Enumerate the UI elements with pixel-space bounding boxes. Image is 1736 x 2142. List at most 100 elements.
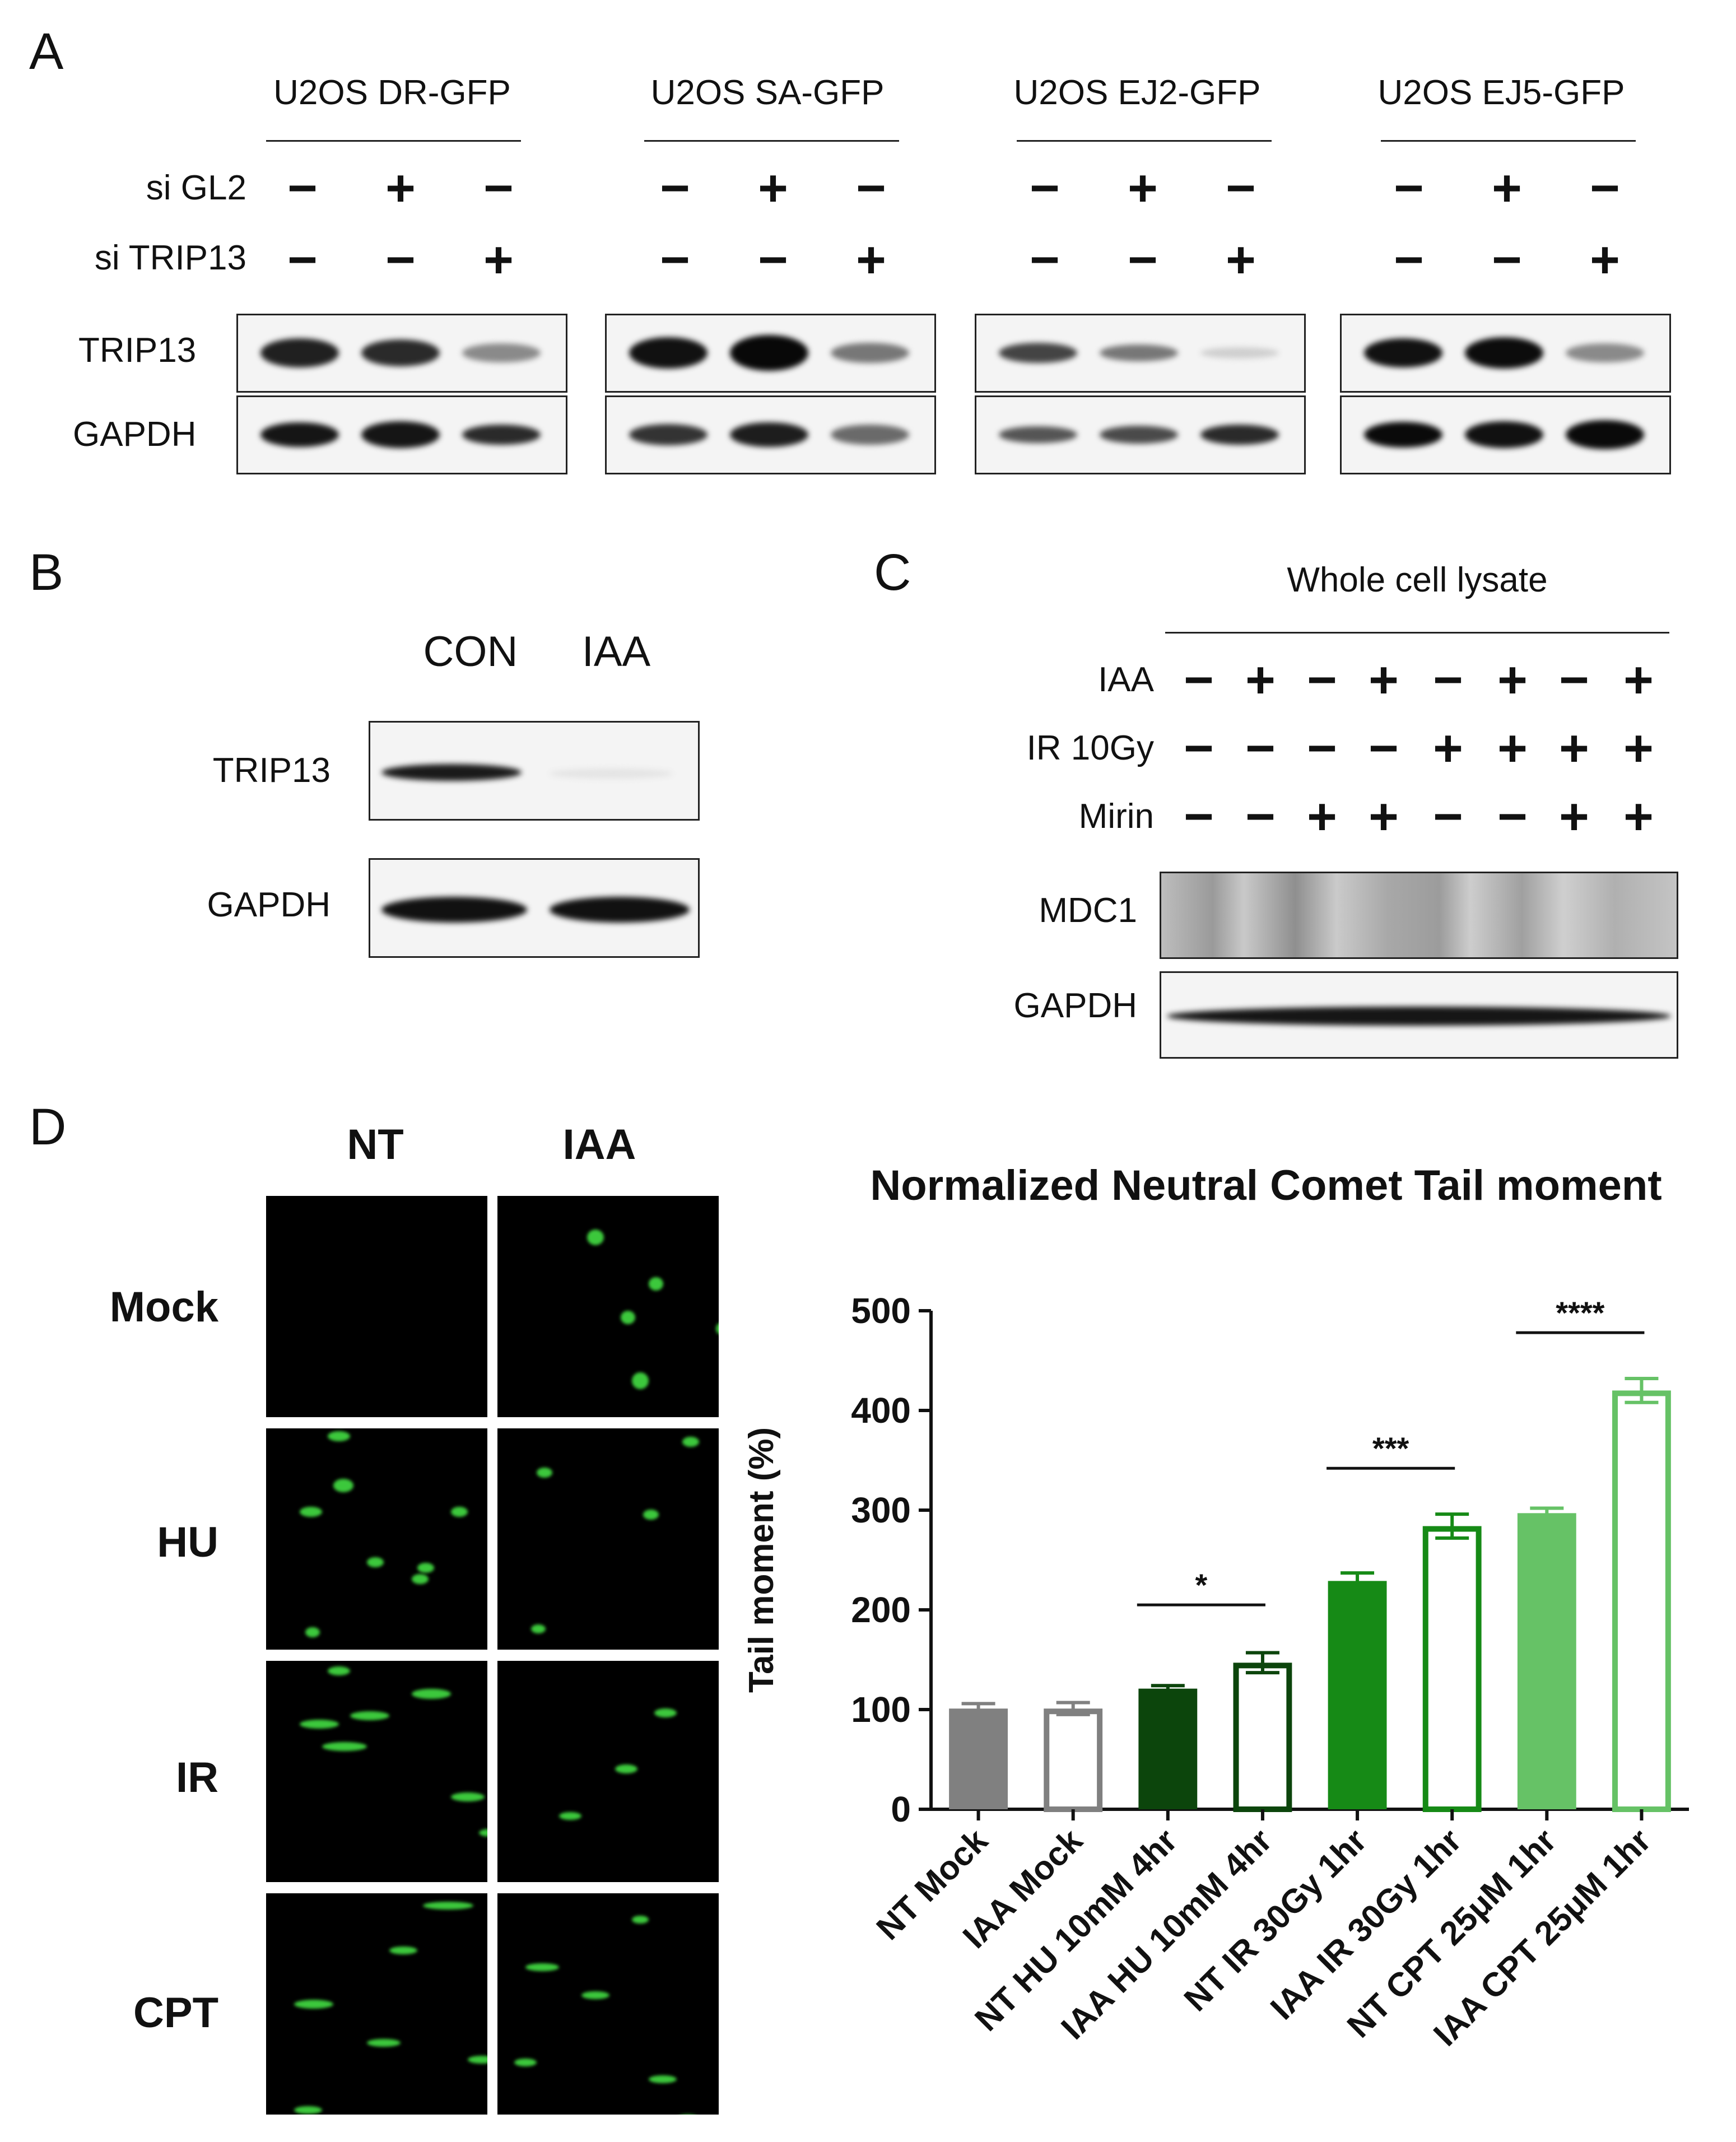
treatment-sign: − [1184, 651, 1214, 709]
treatment-sign: + [1369, 788, 1399, 845]
treatment-sign: − [1307, 651, 1337, 709]
group-label-dr-gfp: U2OS DR-GFP [273, 73, 511, 112]
treatment-sign: − [1307, 720, 1337, 777]
western-blot-strip [975, 395, 1306, 474]
blot-label-mdc1: MDC1 [1039, 891, 1137, 930]
treatment-sign: − [1128, 231, 1158, 288]
blot-b-trip13 [369, 721, 700, 821]
comet-image [497, 1893, 719, 2115]
treatment-sign: − [1245, 788, 1276, 845]
comet-image [266, 1893, 487, 2115]
y-tick-label: 0 [891, 1789, 911, 1829]
y-tick-label: 500 [851, 1291, 911, 1331]
western-blot-strip [236, 314, 567, 393]
treatment-sign: − [856, 160, 886, 217]
treatment-sign: + [385, 160, 416, 217]
group-underline [1381, 140, 1636, 142]
treatment-sign: − [287, 160, 318, 217]
treatment-sign: − [1497, 788, 1528, 845]
blot-label-gapdh: GAPDH [73, 415, 197, 454]
column-label-con: CON [423, 628, 518, 676]
whole-cell-lysate-header: Whole cell lysate [1287, 561, 1548, 599]
blot-label-trip13: TRIP13 [78, 331, 197, 370]
row-label-hu: HU [157, 1519, 218, 1566]
western-blot-strip [605, 314, 936, 393]
treatment-sign: − [385, 231, 416, 288]
treatment-sign: + [1497, 720, 1528, 777]
panel-label-c: C [874, 544, 911, 601]
blot-b-gapdh [369, 858, 700, 958]
y-tick-label: 400 [851, 1390, 911, 1431]
panel-label-a: A [29, 23, 64, 80]
bar [1422, 1526, 1482, 1812]
y-tick-label: 300 [851, 1490, 911, 1530]
treatment-sign: + [1433, 720, 1463, 777]
western-blot-strip [975, 314, 1306, 393]
treatment-sign: + [758, 160, 788, 217]
treatment-sign: − [287, 231, 318, 288]
bar [1328, 1581, 1387, 1809]
treatment-sign: − [1433, 651, 1463, 709]
treatment-sign: + [1245, 651, 1276, 709]
group-underline [644, 140, 899, 142]
treatment-sign: − [1559, 651, 1589, 709]
treatment-sign: − [1245, 720, 1276, 777]
column-label-iaa: IAA [562, 1121, 636, 1168]
tail-moment-bar-chart: Normalized Neutral Comet Tail moment Tail… [742, 1162, 1689, 2053]
chart-title: Normalized Neutral Comet Tail moment [870, 1162, 1661, 1209]
treatment-sign: − [1030, 231, 1060, 288]
bar [949, 1708, 1008, 1809]
row-label-mirin: Mirin [1078, 797, 1154, 836]
row-label-cpt: CPT [133, 1989, 218, 2037]
treatment-sign: + [1590, 231, 1620, 288]
treatment-sign: − [1184, 720, 1214, 777]
treatment-sign: + [1559, 788, 1589, 845]
treatment-sign: − [1030, 160, 1060, 217]
treatment-sign: − [660, 231, 690, 288]
bar [1517, 1513, 1576, 1809]
treatment-sign: + [1623, 720, 1654, 777]
y-axis-label: Tail moment (%) [742, 1427, 781, 1693]
blot-label-gapdh: GAPDH [207, 886, 331, 924]
treatment-sign: − [1492, 231, 1522, 288]
treatment-sign: + [1623, 788, 1654, 845]
treatment-sign: + [1307, 788, 1337, 845]
row-label-si-trip13: si TRIP13 [94, 239, 246, 277]
group-underline [266, 140, 521, 142]
header-underline [1165, 632, 1669, 634]
western-blot-strip [236, 395, 567, 474]
treatment-sign: + [1497, 651, 1528, 709]
row-label-ir: IR [176, 1754, 218, 1801]
western-blot-strip [605, 395, 936, 474]
treatment-sign: − [1394, 160, 1424, 217]
y-tick-label: 100 [851, 1689, 911, 1730]
group-label-ej2-gfp: U2OS EJ2-GFP [1013, 73, 1261, 112]
bar [1044, 1708, 1103, 1812]
bar [1612, 1390, 1671, 1812]
comet-image [266, 1196, 487, 1417]
treatment-sign: − [1184, 788, 1214, 845]
blot-c-mdc1 [1160, 872, 1678, 959]
group-label-ej5-gfp: U2OS EJ5-GFP [1377, 73, 1625, 112]
treatment-sign: − [1226, 160, 1256, 217]
treatment-sign: − [758, 231, 788, 288]
western-blot-strip [1340, 395, 1671, 474]
significance-label: **** [1556, 1295, 1604, 1330]
bar [1233, 1663, 1292, 1813]
blot-c-gapdh [1160, 971, 1678, 1059]
treatment-sign: − [1433, 788, 1463, 845]
comet-image [266, 1428, 487, 1650]
column-label-iaa: IAA [581, 628, 651, 676]
row-label-mock: Mock [109, 1283, 218, 1331]
blot-label-trip13: TRIP13 [212, 751, 331, 790]
treatment-sign: − [660, 160, 690, 217]
row-label-ir: IR 10Gy [1026, 729, 1154, 767]
treatment-sign: + [1369, 651, 1399, 709]
panel-label-b: B [29, 544, 64, 601]
row-label-si-gl2: si GL2 [146, 169, 246, 207]
comet-image [497, 1428, 719, 1650]
comet-image [497, 1661, 719, 1882]
comet-image [497, 1196, 719, 1417]
treatment-sign: − [483, 160, 514, 217]
treatment-sign: + [1128, 160, 1158, 217]
